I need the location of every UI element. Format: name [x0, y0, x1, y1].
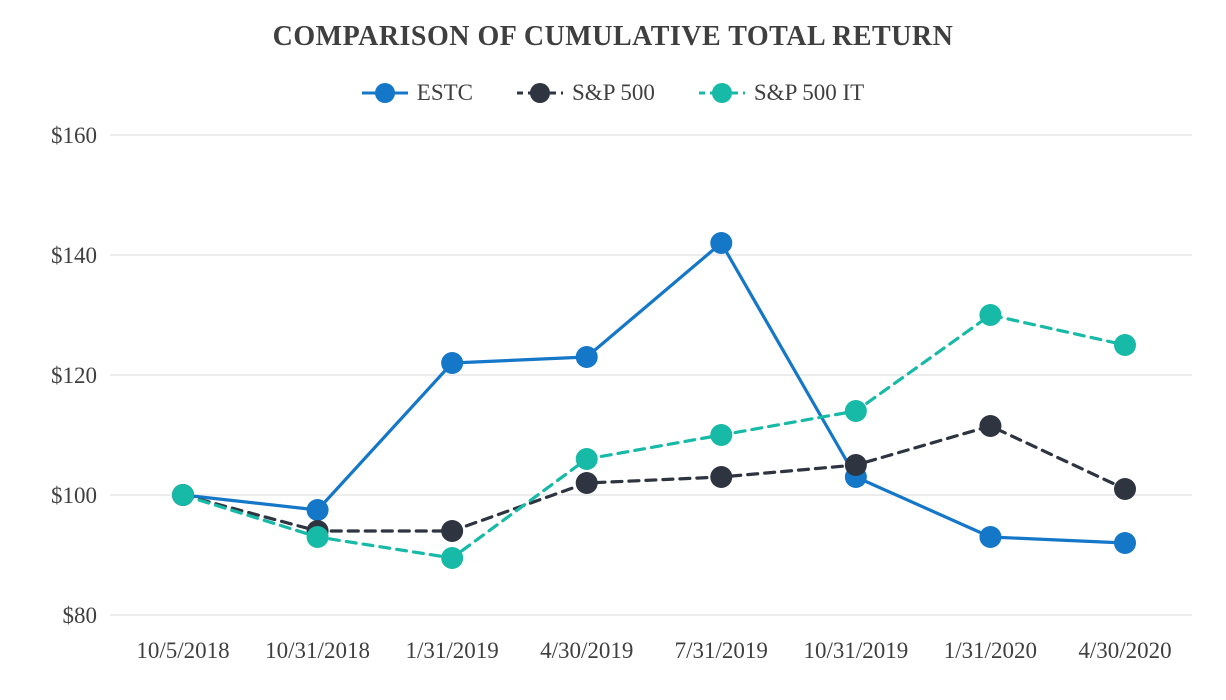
data-point-s-p-500 — [441, 519, 464, 542]
data-point-estc — [441, 351, 464, 374]
data-point-estc — [710, 231, 733, 254]
chart-title: COMPARISON OF CUMULATIVE TOTAL RETURN — [272, 21, 954, 52]
series-line-s-p-500-it — [181, 312, 1127, 560]
x-axis-tick-label: 10/31/2019 — [803, 638, 908, 663]
legend-label: S&P 500 IT — [753, 79, 865, 105]
legend-label: S&P 500 — [572, 79, 655, 105]
legend-item-estc: ESTC — [361, 79, 474, 106]
series-line-s-p-500 — [181, 423, 1127, 533]
x-axis-tick-label: 1/31/2019 — [406, 638, 499, 663]
legend-marker-s-p-500-icon — [517, 82, 564, 103]
data-point-s-p-500-it — [306, 525, 329, 548]
data-point-s-p-500 — [575, 471, 598, 494]
legend-marker-estc-icon — [361, 82, 408, 103]
data-point-s-p-500 — [1114, 477, 1136, 500]
data-point-s-p-500-it — [575, 447, 598, 470]
data-point-s-p-500 — [710, 465, 733, 488]
x-axis-tick-label: 4/30/2020 — [1078, 638, 1171, 663]
data-point-estc — [575, 345, 598, 368]
y-axis-tick-label: $160 — [51, 123, 97, 148]
x-axis-tick-label: 1/31/2020 — [944, 638, 1037, 663]
chart-canvas: $80 $100 $120 $140 $160 10/5/2018 10/31/2018 1/… — [51, 123, 1192, 663]
series-line-estc — [181, 240, 1127, 545]
x-axis-tick-label: 10/31/2018 — [265, 638, 370, 663]
data-point-estc — [306, 498, 329, 521]
data-point-s-p-500-it — [441, 546, 464, 569]
y-axis-tick-label: $140 — [51, 243, 97, 268]
y-axis-tick-label: $100 — [51, 483, 97, 508]
data-point-s-p-500-it — [172, 483, 194, 506]
x-axis-tick-label: 4/30/2019 — [540, 638, 633, 663]
data-point-s-p-500 — [979, 414, 1002, 437]
data-point-estc — [1114, 531, 1136, 554]
data-point-s-p-500 — [844, 453, 867, 476]
legend-item-s-p-500: S&P 500 — [517, 80, 655, 106]
legend-label: ESTC — [416, 79, 474, 105]
chart-legend: ESTC S&P 500 S&P 500 IT — [0, 76, 1226, 110]
legend-item-s-p-500-it: S&P 500 IT — [698, 79, 865, 106]
x-axis-tick-label: 7/31/2019 — [675, 638, 768, 663]
data-point-s-p-500-it — [1114, 333, 1136, 356]
data-point-s-p-500-it — [710, 423, 733, 446]
y-axis-tick-label: $120 — [51, 363, 97, 388]
x-axis-tick-label: 10/5/2018 — [136, 638, 229, 663]
data-point-estc — [979, 525, 1002, 548]
legend-marker-s-p-500-it-icon — [698, 82, 745, 103]
y-axis-tick-label: $80 — [63, 603, 98, 628]
data-point-s-p-500-it — [844, 399, 867, 422]
data-point-s-p-500-it — [979, 303, 1002, 326]
